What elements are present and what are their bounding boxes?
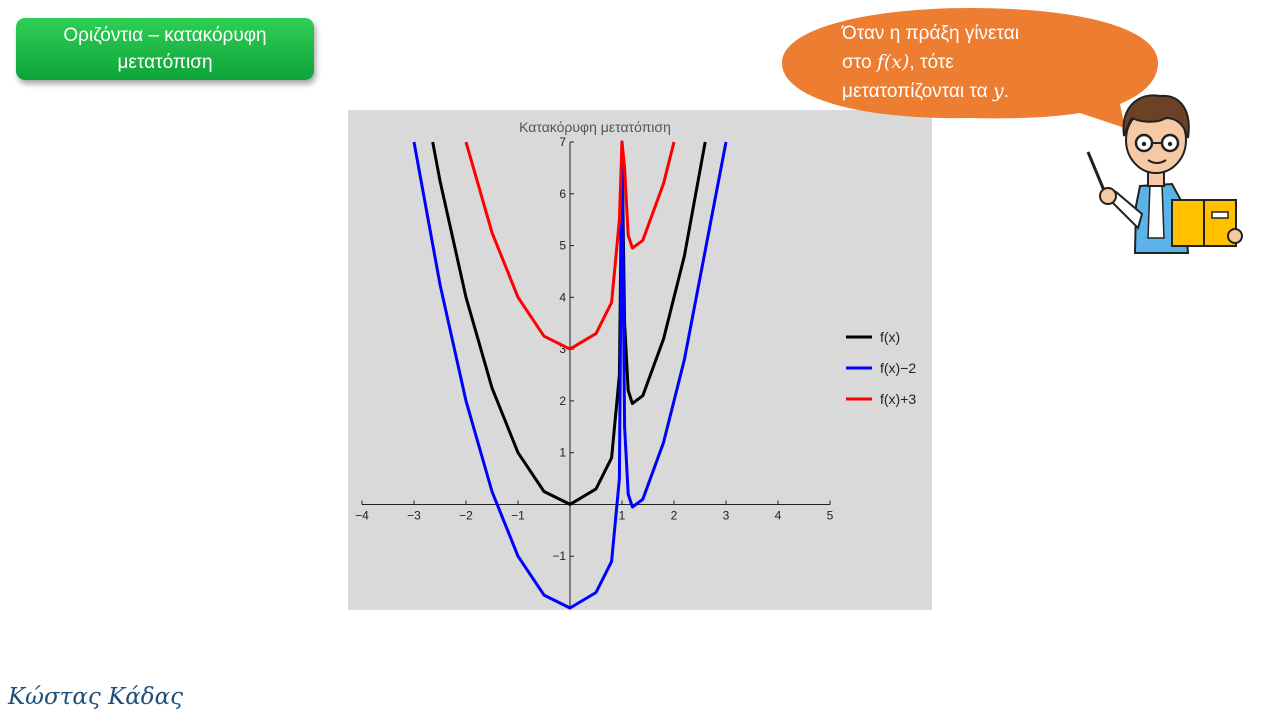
chart-title: Κατακόρυφη μετατόπιση (519, 119, 671, 135)
slide-title-line2: μετατόπιση (117, 52, 213, 73)
slide-title-box: Οριζόντια – κατακόρυφη μετατόπιση (16, 18, 314, 80)
speech-bubble (782, 8, 1158, 128)
bubble-line2: στο f(x), τότε (842, 48, 1092, 77)
bubble-line3: μετατοπίζονται τα y. (842, 77, 1092, 106)
y-tick-label: 3 (559, 342, 566, 356)
x-tick-label: −1 (511, 508, 525, 522)
chart-curves (412, 140, 728, 610)
chart-axes: −4 −3 −2 −1 1 2 3 4 5 −1 1 2 3 4 5 6 7 (355, 135, 834, 608)
teacher-illustration-icon (1086, 94, 1243, 254)
x-tick-label: 5 (827, 508, 834, 522)
legend-label: f(x) (880, 329, 900, 345)
x-tick-label: −3 (407, 508, 421, 522)
bubble-line3-post: . (1003, 81, 1009, 102)
legend-label: f(x)+3 (880, 391, 916, 407)
x-tick-label: 4 (775, 508, 782, 522)
y-tick-label: 6 (559, 187, 566, 201)
x-tick-label: 2 (671, 508, 678, 522)
x-tick-label: 1 (619, 508, 626, 522)
x-tick-label: −4 (355, 508, 369, 522)
series-line (431, 140, 707, 506)
chart-svg: Κατακόρυφη μετατόπιση −4 −3 −2 −1 1 2 3 4 5 −1 1 2 3… (355, 119, 916, 610)
series-line (412, 140, 728, 610)
slide-title-line1: Οριζόντια – κατακόρυφη (63, 25, 267, 46)
x-tick-label: 3 (723, 508, 730, 522)
y-tick-label: 7 (559, 135, 566, 149)
y-tick-label: 4 (559, 290, 566, 304)
chart-panel: Κατακόρυφη μετατόπιση −4 −3 −2 −1 1 2 3 4 5 −1 1 2 3… (348, 110, 932, 610)
bubble-line3-pre: μετατοπίζονται τα (842, 81, 993, 102)
x-tick-label: −2 (459, 508, 473, 522)
author-signature: Κώστας Κάδας (8, 684, 184, 710)
bubble-line2-math: f(x) (876, 51, 910, 73)
bubble-line3-math: y (992, 80, 1004, 102)
y-tick-label: 1 (559, 446, 566, 460)
y-tick-label: 5 (559, 239, 566, 253)
series-line (464, 140, 676, 351)
bubble-line2-pre: στο (842, 52, 877, 73)
y-tick-label: 2 (559, 394, 566, 408)
bubble-line2-post: , τότε (909, 52, 954, 73)
legend-label: f(x)−2 (880, 360, 916, 376)
chart-legend: f(x) f(x)−2 f(x)+3 (846, 329, 916, 407)
y-tick-label: −1 (552, 549, 566, 563)
speech-bubble-text: Όταν η πράξη γίνεται στο f(x), τότε μετα… (842, 20, 1092, 106)
bubble-line1: Όταν η πράξη γίνεται (842, 23, 1019, 44)
